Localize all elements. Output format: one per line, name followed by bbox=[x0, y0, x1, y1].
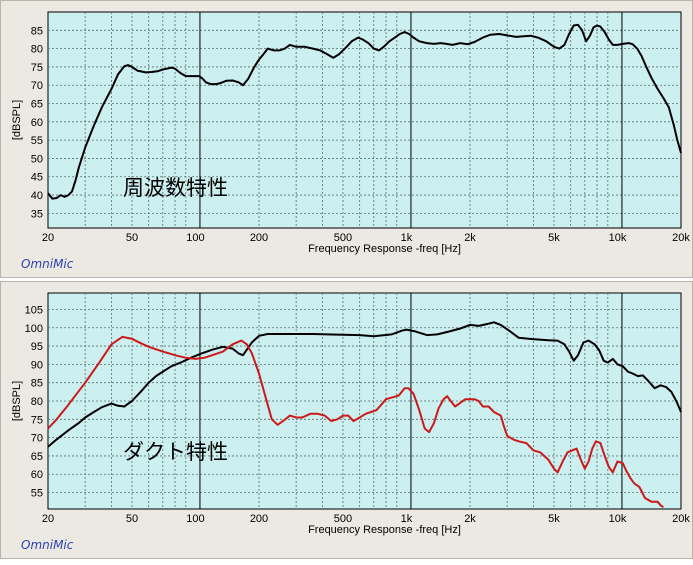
x-tick-label: 2k bbox=[464, 232, 476, 244]
y-tick-label: 80 bbox=[31, 396, 43, 408]
x-tick-label: 10k bbox=[609, 232, 627, 244]
x-tick-label: 20 bbox=[42, 232, 54, 244]
plot-area bbox=[47, 11, 682, 229]
chart-annotation: ダクト特性 bbox=[123, 441, 228, 464]
y-tick-label: 90 bbox=[31, 359, 43, 371]
bottom-chart-panel: 55 60 65 70 75 80 85 90 95 100 105 20 50 100 200 500 1k 2… bbox=[0, 281, 693, 559]
x-tick-label: 500 bbox=[334, 232, 352, 244]
y-tick-label: 65 bbox=[31, 451, 43, 463]
x-tick-label: 500 bbox=[334, 513, 352, 525]
series-line-1 bbox=[47, 321, 682, 448]
x-tick-label: 100 bbox=[186, 513, 204, 525]
y-tick-label: 80 bbox=[31, 44, 43, 56]
x-tick-label: 10k bbox=[609, 513, 627, 525]
y-tick-label: 45 bbox=[31, 172, 43, 184]
x-tick-label: 2k bbox=[464, 513, 476, 525]
x-tick-label: 20k bbox=[672, 513, 690, 525]
y-tick-label: 100 bbox=[25, 323, 43, 335]
y-tick-label: 55 bbox=[31, 135, 43, 147]
y-tick-label: 70 bbox=[31, 433, 43, 445]
x-axis-label: Frequency Response -freq [Hz] bbox=[308, 243, 461, 255]
x-tick-label: 100 bbox=[186, 232, 204, 244]
series-line-1 bbox=[47, 23, 682, 200]
y-tick-label: 95 bbox=[31, 341, 43, 353]
y-tick-label: 75 bbox=[31, 62, 43, 74]
x-tick-label: 200 bbox=[250, 513, 268, 525]
y-tick-label: 75 bbox=[31, 414, 43, 426]
y-tick-label: 105 bbox=[25, 304, 43, 316]
x-tick-label: 50 bbox=[126, 513, 138, 525]
y-axis-label: [dBSPL] bbox=[11, 381, 23, 421]
x-tick-label: 5k bbox=[548, 232, 560, 244]
frequency-response-chart: 35 40 45 50 55 60 65 70 75 80 85 20 50 100 200 500 1k 2k 5… bbox=[11, 11, 690, 255]
x-axis-label: Frequency Response -freq [Hz] bbox=[308, 524, 461, 536]
y-tick-label: 85 bbox=[31, 25, 43, 37]
omnimic-brand-label: OmniMic bbox=[21, 257, 74, 271]
omnimic-brand-label: OmniMic bbox=[21, 538, 74, 552]
y-axis-label: [dBSPL] bbox=[11, 100, 23, 140]
y-tick-label: 35 bbox=[31, 208, 43, 220]
y-tick-label: 60 bbox=[31, 469, 43, 481]
y-tick-label: 50 bbox=[31, 153, 43, 165]
series-line-2 bbox=[47, 335, 664, 509]
y-tick-label: 85 bbox=[31, 378, 43, 390]
y-tick-label: 60 bbox=[31, 117, 43, 129]
y-tick-label: 65 bbox=[31, 99, 43, 111]
x-tick-label: 20 bbox=[42, 513, 54, 525]
y-tick-label: 55 bbox=[31, 488, 43, 500]
chart-annotation: 周波数特性 bbox=[123, 177, 228, 200]
x-tick-label: 5k bbox=[548, 513, 560, 525]
x-tick-label: 1k bbox=[401, 513, 413, 525]
y-tick-label: 40 bbox=[31, 190, 43, 202]
x-tick-label: 1k bbox=[401, 232, 413, 244]
x-tick-label: 50 bbox=[126, 232, 138, 244]
y-tick-label: 70 bbox=[31, 80, 43, 92]
x-tick-label: 20k bbox=[672, 232, 690, 244]
top-chart-panel: 35 40 45 50 55 60 65 70 75 80 85 20 50 100 200 500 1k 2k 5… bbox=[0, 0, 693, 278]
x-tick-label: 200 bbox=[250, 232, 268, 244]
duct-response-chart: 55 60 65 70 75 80 85 90 95 100 105 20 50 100 200 500 1k 2… bbox=[11, 292, 690, 536]
